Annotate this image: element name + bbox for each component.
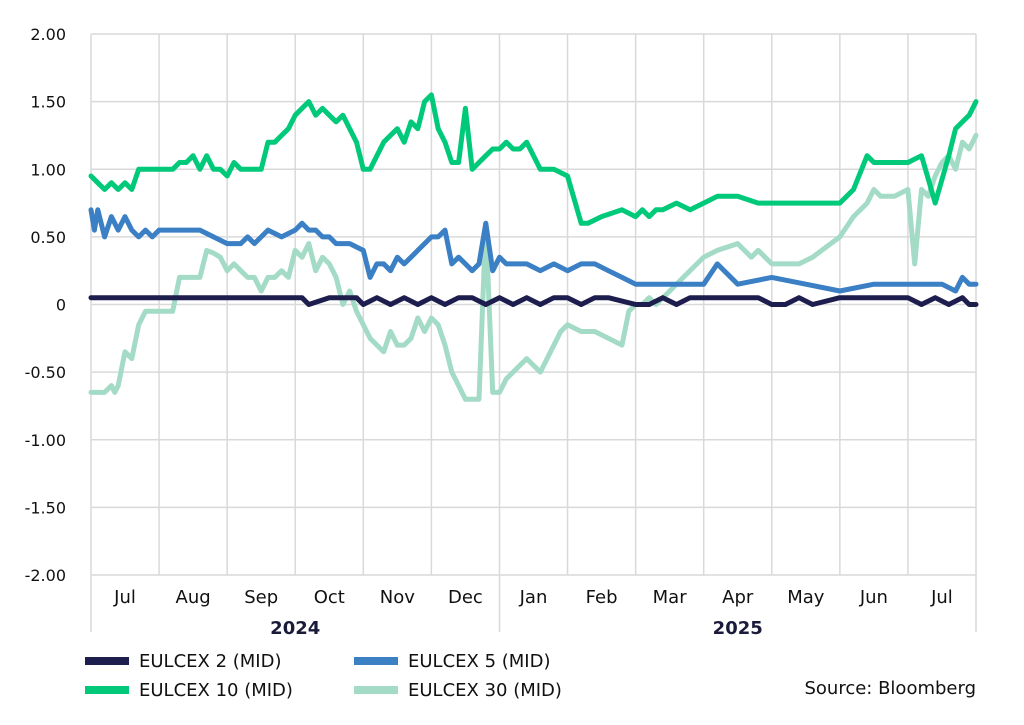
series-line: [88, 207, 979, 294]
x-tick-label: Mar: [653, 587, 688, 608]
y-tick-label: -1.00: [25, 431, 66, 450]
y-tick-label: -2.00: [25, 566, 66, 585]
y-tick-label: -0.50: [25, 363, 66, 382]
x-tick-label: Jul: [113, 587, 136, 608]
legend-label: EULCEX 10 (MID): [139, 680, 293, 701]
x-axis-ticks: Jul Aug Sep Oct Nov Dec Jan Feb Mar Apr May Jun Jul: [113, 587, 953, 608]
x-tick-label: Jul: [930, 587, 953, 608]
x-tick-label: Apr: [722, 587, 754, 608]
y-tick-label: 2.00: [30, 25, 66, 44]
x-tick-label: Oct: [314, 587, 345, 608]
year-labels: 2024 2025: [270, 618, 763, 639]
y-tick-label: 0: [56, 296, 66, 315]
y-tick-label: -1.50: [25, 498, 66, 517]
x-tick-label: Jun: [859, 587, 888, 608]
series-lines: [88, 92, 979, 402]
legend: EULCEX 2 (MID) EULCEX 5 (MID) EULCEX 10 (M…: [85, 651, 562, 701]
series-line: [88, 295, 979, 307]
x-tick-label: Sep: [244, 587, 278, 608]
x-tick-label: Feb: [586, 587, 618, 608]
series-line: [88, 132, 979, 402]
y-tick-label: 0.50: [30, 228, 66, 247]
year-label: 2024: [270, 618, 320, 639]
legend-label: EULCEX 30 (MID): [408, 680, 562, 701]
legend-label: EULCEX 5 (MID): [408, 651, 551, 672]
series-line: [88, 92, 979, 226]
y-axis-ticks: 2.00 1.50 1.00 0.50 0 -0.50 -1.00 -1.50 -2.00: [25, 25, 66, 585]
year-label: 2025: [713, 618, 763, 639]
y-tick-label: 1.00: [30, 160, 66, 179]
legend-label: EULCEX 2 (MID): [139, 651, 282, 672]
y-tick-label: 1.50: [30, 93, 66, 112]
x-tick-label: Dec: [448, 587, 483, 608]
x-tick-label: Aug: [176, 587, 211, 608]
x-tick-label: Jan: [519, 587, 548, 608]
grid: [90, 33, 977, 632]
source-label: Source: Bloomberg: [804, 678, 976, 699]
x-tick-label: May: [787, 587, 825, 608]
x-tick-label: Nov: [380, 587, 415, 608]
